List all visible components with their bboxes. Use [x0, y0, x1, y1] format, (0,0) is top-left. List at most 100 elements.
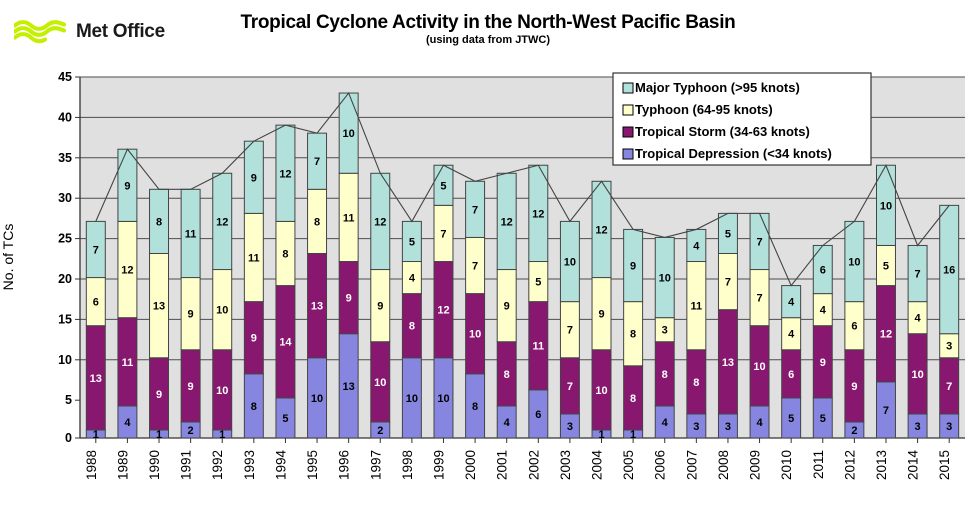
- svg-text:2: 2: [377, 425, 383, 437]
- svg-text:7: 7: [756, 293, 762, 305]
- svg-text:12: 12: [880, 329, 892, 341]
- svg-text:2002: 2002: [526, 450, 541, 480]
- svg-text:1993: 1993: [242, 450, 257, 480]
- svg-text:3: 3: [662, 325, 668, 337]
- svg-text:4: 4: [504, 417, 511, 429]
- svg-text:8: 8: [156, 216, 162, 228]
- svg-text:1989: 1989: [115, 450, 130, 480]
- svg-text:45: 45: [58, 70, 72, 84]
- svg-text:2007: 2007: [684, 450, 699, 480]
- svg-text:9: 9: [188, 309, 194, 321]
- svg-text:7: 7: [472, 204, 478, 216]
- svg-text:2: 2: [188, 425, 194, 437]
- svg-text:7: 7: [725, 277, 731, 289]
- svg-text:2: 2: [851, 425, 857, 437]
- svg-text:10: 10: [216, 305, 228, 317]
- svg-text:0: 0: [65, 431, 72, 445]
- svg-text:7: 7: [883, 405, 889, 417]
- svg-text:7: 7: [915, 269, 921, 281]
- svg-text:3: 3: [567, 421, 573, 433]
- svg-text:2009: 2009: [748, 450, 763, 480]
- svg-text:20: 20: [58, 272, 72, 286]
- svg-text:2012: 2012: [842, 450, 857, 480]
- svg-text:4: 4: [820, 305, 827, 317]
- svg-text:5: 5: [820, 413, 826, 425]
- svg-text:3: 3: [946, 341, 952, 353]
- svg-text:11: 11: [185, 228, 197, 240]
- svg-text:Major Typhoon (>95 knots): Major Typhoon (>95 knots): [635, 80, 800, 95]
- svg-text:3: 3: [693, 421, 699, 433]
- svg-text:10: 10: [374, 377, 386, 389]
- svg-text:8: 8: [504, 369, 510, 381]
- svg-text:11: 11: [122, 357, 134, 369]
- svg-text:7: 7: [472, 261, 478, 273]
- svg-text:5: 5: [883, 261, 889, 273]
- svg-text:6: 6: [851, 321, 857, 333]
- svg-text:1997: 1997: [368, 450, 383, 480]
- svg-text:10: 10: [406, 393, 418, 405]
- svg-text:40: 40: [58, 110, 72, 124]
- svg-text:10: 10: [848, 257, 860, 269]
- svg-text:8: 8: [251, 401, 257, 413]
- svg-text:9: 9: [630, 261, 636, 273]
- svg-text:12: 12: [121, 265, 133, 277]
- svg-text:13: 13: [311, 301, 323, 313]
- svg-text:9: 9: [124, 180, 130, 192]
- svg-text:Tropical Depression (<34 knots: Tropical Depression (<34 knots): [635, 146, 832, 161]
- svg-text:10: 10: [343, 128, 355, 140]
- svg-text:5: 5: [440, 180, 446, 192]
- svg-text:8: 8: [472, 401, 478, 413]
- svg-text:3: 3: [946, 421, 952, 433]
- svg-text:3: 3: [725, 421, 731, 433]
- svg-text:8: 8: [662, 369, 668, 381]
- svg-text:8: 8: [630, 329, 636, 341]
- svg-text:9: 9: [346, 293, 352, 305]
- svg-text:10: 10: [437, 393, 449, 405]
- svg-text:5: 5: [788, 413, 794, 425]
- svg-text:4: 4: [915, 313, 922, 325]
- svg-text:2014: 2014: [906, 450, 921, 481]
- svg-text:5: 5: [409, 236, 415, 248]
- svg-text:2003: 2003: [558, 450, 573, 480]
- svg-text:14: 14: [279, 337, 292, 349]
- svg-text:11: 11: [691, 301, 703, 313]
- svg-text:1998: 1998: [400, 450, 415, 480]
- svg-text:7: 7: [567, 325, 573, 337]
- svg-text:7: 7: [440, 228, 446, 240]
- svg-text:8: 8: [693, 377, 699, 389]
- svg-text:7: 7: [946, 381, 952, 393]
- svg-text:1999: 1999: [431, 450, 446, 480]
- svg-text:10: 10: [311, 393, 323, 405]
- svg-text:10: 10: [659, 273, 671, 285]
- svg-text:Tropical Storm (34-63 knots): Tropical Storm (34-63 knots): [635, 124, 810, 139]
- svg-text:25: 25: [58, 232, 72, 246]
- svg-text:30: 30: [58, 191, 72, 205]
- svg-text:2004: 2004: [590, 450, 605, 481]
- svg-text:7: 7: [567, 381, 573, 393]
- svg-text:11: 11: [343, 212, 355, 224]
- svg-text:4: 4: [788, 329, 795, 341]
- svg-text:4: 4: [662, 417, 669, 429]
- svg-text:1995: 1995: [305, 450, 320, 480]
- svg-text:13: 13: [722, 357, 734, 369]
- svg-text:5: 5: [535, 277, 541, 289]
- svg-text:13: 13: [90, 373, 102, 385]
- svg-text:8: 8: [409, 321, 415, 333]
- svg-text:2010: 2010: [779, 450, 794, 480]
- svg-text:1991: 1991: [179, 450, 194, 480]
- svg-text:12: 12: [595, 224, 607, 236]
- svg-text:9: 9: [156, 389, 162, 401]
- svg-text:7: 7: [314, 156, 320, 168]
- svg-text:2015: 2015: [937, 450, 952, 480]
- svg-text:1994: 1994: [273, 450, 288, 481]
- svg-text:1990: 1990: [147, 450, 162, 480]
- svg-text:2001: 2001: [495, 450, 510, 480]
- svg-text:9: 9: [251, 333, 257, 345]
- svg-text:1992: 1992: [210, 450, 225, 480]
- svg-text:12: 12: [374, 216, 386, 228]
- svg-text:12: 12: [501, 216, 513, 228]
- svg-text:2006: 2006: [653, 450, 668, 480]
- svg-text:2008: 2008: [716, 450, 731, 480]
- svg-text:9: 9: [504, 301, 510, 313]
- svg-text:6: 6: [788, 369, 794, 381]
